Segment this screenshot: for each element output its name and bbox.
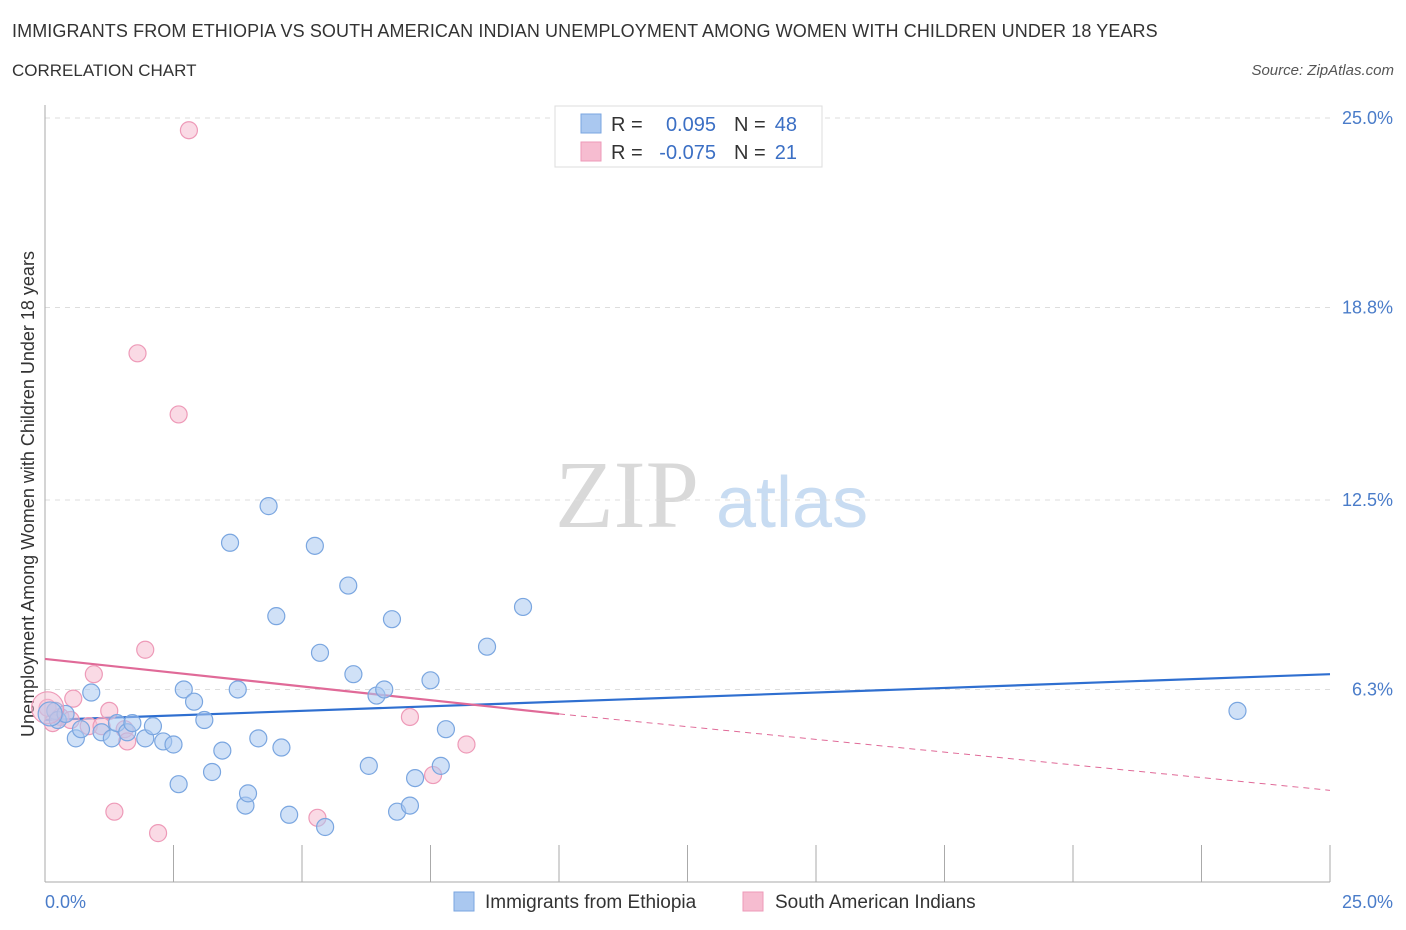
point-ethiopia (123, 713, 142, 733)
source-label: Source: ZipAtlas.com (1251, 62, 1394, 79)
x-tick-label-max: 25.0% (1342, 892, 1393, 912)
point-ethiopia (513, 597, 533, 617)
chart-subtitle: CORRELATION CHART (12, 61, 197, 80)
legend-n-label-blue: N = (734, 114, 766, 136)
x-tick-label-min: 0.0% (45, 892, 86, 912)
point-ethiopia (400, 796, 420, 815)
point-south-american-indians-cluster (30, 691, 65, 725)
point-ethiopia (431, 756, 450, 775)
y-tick-label: 25.0% (1342, 108, 1393, 128)
point-ethiopia (82, 683, 101, 702)
y-tick-label: 12.5% (1342, 490, 1393, 510)
point-south-american-indians (400, 707, 420, 727)
data-points (30, 121, 1247, 843)
point-ethiopia (382, 610, 402, 629)
legend-label-south-american-indians: South American Indians (775, 892, 976, 913)
point-south-american-indians (148, 824, 168, 843)
point-ethiopia (359, 756, 378, 775)
point-ethiopia (477, 637, 497, 656)
legend-swatch-pink (580, 141, 602, 162)
legend-n-label-pink: N = (734, 142, 766, 164)
point-ethiopia (421, 671, 440, 690)
y-tick-label: 6.3% (1352, 679, 1393, 699)
legend-swatch-blue (580, 113, 602, 134)
point-south-american-indians (64, 689, 83, 708)
point-south-american-indians (169, 405, 188, 424)
point-ethiopia (195, 710, 214, 730)
y-tick-labels: 6.3% 12.5% 18.8% 25.0% (1342, 108, 1393, 699)
point-ethiopia (405, 768, 425, 788)
point-ethiopia (220, 533, 240, 552)
watermark-zip: ZIP (555, 441, 699, 548)
trend-line-south-american-indians (44, 657, 560, 716)
point-ethiopia (143, 717, 163, 736)
point-ethiopia-cluster (37, 701, 63, 727)
legend-marker-south-american-indians (742, 891, 764, 912)
legend-n-value-pink: 21 (775, 142, 797, 164)
point-ethiopia (310, 643, 330, 662)
point-ethiopia (184, 692, 204, 711)
trend-line-ethiopia (44, 673, 1331, 722)
point-ethiopia (238, 784, 258, 803)
point-ethiopia (344, 665, 363, 684)
point-ethiopia (375, 680, 394, 699)
point-ethiopia (436, 720, 456, 739)
point-south-american-indians (457, 735, 476, 754)
point-ethiopia (213, 741, 232, 760)
legend-r-value-pink: -0.075 (659, 142, 716, 164)
legend-r-label-pink: R = (611, 142, 643, 164)
point-ethiopia (339, 576, 358, 595)
point-ethiopia (272, 738, 291, 757)
point-ethiopia (259, 497, 278, 516)
point-south-american-indians (179, 121, 199, 140)
point-ethiopia (316, 817, 335, 837)
chart-title: IMMIGRANTS FROM ETHIOPIA VS SOUTH AMERIC… (12, 21, 1158, 41)
grid-lines (45, 117, 1330, 690)
legend-marker-ethiopia (453, 891, 475, 912)
series-legend: Immigrants from Ethiopia South American … (453, 891, 976, 913)
point-south-american-indians (136, 640, 155, 659)
y-tick-label: 18.8% (1342, 297, 1393, 317)
watermark: ZIP atlas (555, 441, 868, 548)
point-ethiopia (174, 680, 193, 699)
point-ethiopia (71, 720, 91, 739)
legend-r-value-blue: 0.095 (666, 114, 716, 136)
point-ethiopia (267, 607, 286, 626)
point-south-american-indians (84, 665, 103, 684)
legend-label-ethiopia: Immigrants from Ethiopia (485, 892, 697, 913)
point-ethiopia (169, 775, 188, 794)
legend-r-label-blue: R = (611, 114, 643, 136)
point-south-american-indians (128, 344, 147, 363)
trend-lines (44, 657, 1331, 791)
point-ethiopia (202, 762, 222, 782)
x-tick-marks (44, 845, 1331, 882)
correlation-legend: R = 0.095 N = 48 R = -0.075 N = 21 (554, 105, 823, 168)
point-ethiopia (164, 735, 183, 754)
point-ethiopia (102, 729, 121, 748)
point-ethiopia (305, 536, 324, 555)
point-ethiopia (280, 805, 299, 824)
watermark-atlas: atlas (716, 463, 868, 543)
trend-line-south-american-indians-extension (558, 713, 1331, 791)
point-ethiopia (1228, 701, 1247, 720)
point-south-american-indians (105, 802, 124, 821)
point-ethiopia (228, 680, 247, 699)
legend-n-value-blue: 48 (775, 114, 797, 136)
point-ethiopia (249, 729, 268, 748)
y-axis-label: Unemployment Among Women with Children U… (18, 251, 38, 737)
